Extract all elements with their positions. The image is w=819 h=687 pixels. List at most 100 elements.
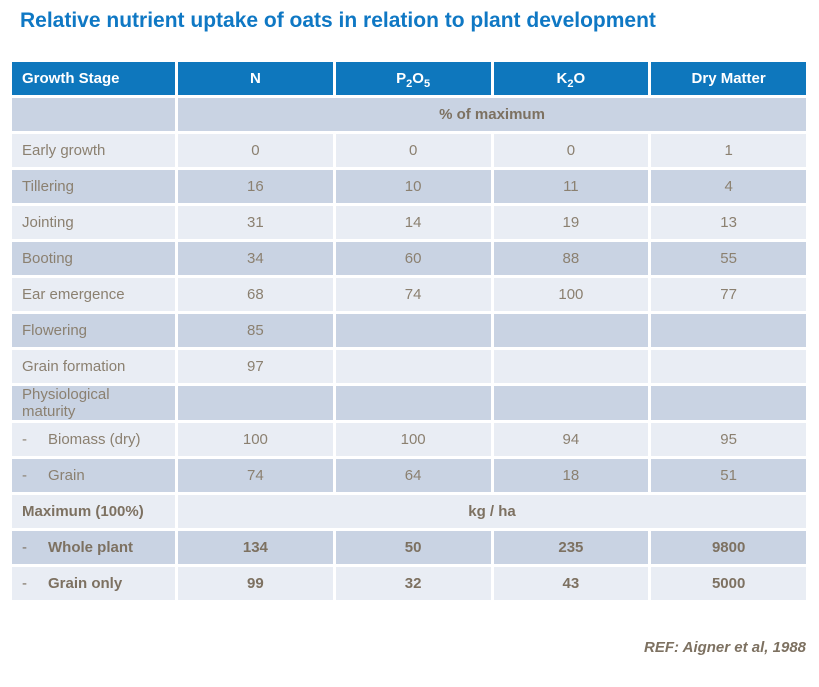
row-label-cell: - Grain — [12, 459, 175, 492]
header-label-text: O — [412, 70, 424, 87]
row-label-cell — [12, 98, 175, 131]
row-label-text: Ear emergence — [22, 286, 125, 303]
subscript-text: 2 — [406, 78, 413, 90]
value-cell: 99 — [178, 567, 333, 600]
table-row-whole-plant: - Whole plant 134 50 235 9800 — [12, 531, 806, 564]
value-cell: 77 — [651, 278, 806, 311]
table-row-grain-formation: Grain formation 97 — [12, 350, 806, 383]
value-cell — [493, 386, 649, 420]
value-cell: 94 — [493, 423, 649, 456]
value-cell: 0 — [493, 134, 649, 167]
value-cell: 64 — [335, 459, 491, 492]
row-label-cell: Physiological maturity — [12, 386, 175, 420]
table-row-early-growth: Early growth 0 0 0 1 — [12, 134, 806, 167]
header-label-text: Growth Stage — [22, 70, 120, 87]
column-header-dry-matter: Dry Matter — [651, 62, 806, 95]
dash-bullet: - — [22, 467, 27, 484]
row-label-text: Jointing — [22, 214, 74, 231]
row-label-text: Grain only — [48, 575, 123, 592]
subscript-text: 2 — [567, 78, 574, 90]
value-cell: 32 — [335, 567, 491, 600]
value-cell: 74 — [335, 278, 491, 311]
dash-bullet: - — [22, 431, 27, 448]
value-cell — [493, 350, 649, 383]
value-cell: 16 — [178, 170, 333, 203]
value-cell: 31 — [178, 206, 333, 239]
dash-bullet: - — [22, 539, 27, 556]
reference-citation: REF: Aigner et al, 1988 — [644, 639, 806, 656]
value-cell: 11 — [493, 170, 649, 203]
value-cell: 0 — [178, 134, 333, 167]
table-row-tillering: Tillering 16 10 11 4 — [12, 170, 806, 203]
page-title: Relative nutrient uptake of oats in rela… — [20, 9, 656, 32]
column-header-growth-stage: Growth Stage — [12, 62, 175, 95]
value-cell: 60 — [335, 242, 491, 275]
value-cell: 100 — [178, 423, 333, 456]
row-label-cell: - Biomass (dry) — [12, 423, 175, 456]
value-cell — [651, 386, 806, 420]
value-cell: 100 — [493, 278, 649, 311]
value-cell: 88 — [493, 242, 649, 275]
column-header-p2o5: P2O5 — [335, 62, 491, 95]
table-body: % of maximum Early growth 0 0 0 1 Tillering 16 1… — [12, 98, 806, 600]
value-cell — [335, 386, 491, 420]
column-header-k2o: K2O — [493, 62, 649, 95]
value-cell: 14 — [335, 206, 491, 239]
table-row-grain-only: - Grain only 99 32 43 5000 — [12, 567, 806, 600]
value-cell: 74 — [178, 459, 333, 492]
row-label-cell: - Grain only — [12, 567, 175, 600]
row-label-text: Maximum (100%) — [22, 503, 144, 520]
row-label-cell: Ear emergence — [12, 278, 175, 311]
value-cell: 9800 — [651, 531, 806, 564]
value-cell: 235 — [493, 531, 649, 564]
header-label-text: K — [556, 70, 568, 87]
value-cell — [493, 314, 649, 347]
table-header-row: Growth Stage N P2O5 K2O Dry Matter — [12, 62, 806, 95]
table-header: Growth Stage N P2O5 K2O Dry Matter — [12, 62, 806, 95]
value-cell — [651, 350, 806, 383]
row-label-cell: Maximum (100%) — [12, 495, 175, 528]
row-label-text: Flowering — [22, 322, 88, 339]
value-cell: 134 — [178, 531, 333, 564]
table-row-physiological-maturity: Physiological maturity — [12, 386, 806, 420]
value-cell: 13 — [651, 206, 806, 239]
row-label-text: Tillering — [22, 178, 74, 195]
value-cell — [335, 314, 491, 347]
value-cell: 68 — [178, 278, 333, 311]
column-header-n: N — [178, 62, 333, 95]
value-cell: 51 — [651, 459, 806, 492]
row-label-text: Grain formation — [22, 358, 126, 375]
value-cell: 0 — [335, 134, 491, 167]
value-cell — [651, 314, 806, 347]
value-cell: 55 — [651, 242, 806, 275]
slide: Relative nutrient uptake of oats in rela… — [0, 8, 819, 656]
value-cell: 100 — [335, 423, 491, 456]
value-cell: 5000 — [651, 567, 806, 600]
table-row-biomass-dry: - Biomass (dry) 100 100 94 95 — [12, 423, 806, 456]
value-cell: 19 — [493, 206, 649, 239]
value-cell: 1 — [651, 134, 806, 167]
row-label-cell: Tillering — [12, 170, 175, 203]
value-cell — [178, 386, 333, 420]
table-row-grain: - Grain 74 64 18 51 — [12, 459, 806, 492]
value-cell: 10 — [335, 170, 491, 203]
subscript-text: 5 — [423, 78, 431, 90]
header-label-text: N — [249, 70, 261, 87]
value-cell: 50 — [335, 531, 491, 564]
header-label-text: P — [396, 70, 407, 87]
unit-row-text: kg / ha — [178, 495, 806, 528]
table-row-maximum-100: Maximum (100%) kg / ha — [12, 495, 806, 528]
value-cell: 97 — [178, 350, 333, 383]
table-row-flowering: Flowering 85 — [12, 314, 806, 347]
value-cell: 34 — [178, 242, 333, 275]
value-cell: 85 — [178, 314, 333, 347]
table-row-jointing: Jointing 31 14 19 13 — [12, 206, 806, 239]
row-label-cell: Booting — [12, 242, 175, 275]
unit-row-text: % of maximum — [178, 98, 806, 131]
value-cell — [335, 350, 491, 383]
row-label-cell: - Whole plant — [12, 531, 175, 564]
row-label-cell: Grain formation — [12, 350, 175, 383]
value-cell: 95 — [651, 423, 806, 456]
row-label-text: Whole plant — [48, 539, 133, 556]
header-label-text: Dry Matter — [691, 70, 766, 87]
